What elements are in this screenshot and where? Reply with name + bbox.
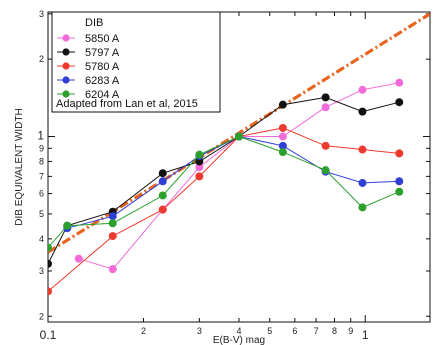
series-4 — [48, 132, 404, 252]
data-point-1-8 — [358, 107, 367, 116]
y-tick-label-3: 5 — [39, 209, 44, 219]
x-tick-label-7: 8 — [332, 326, 337, 336]
legend-label-1: 5797 A — [85, 47, 120, 59]
legend-label-0: 5850 A — [85, 33, 120, 45]
legend-label-3: 6283 A — [85, 75, 120, 87]
data-point-4-6 — [278, 148, 287, 157]
data-point-4-1 — [63, 221, 72, 230]
data-point-3-1 — [108, 212, 117, 221]
data-point-1-9 — [395, 98, 404, 107]
x-tick-label-9: 1 — [362, 328, 369, 342]
data-point-2-2 — [158, 205, 167, 214]
data-point-4-5 — [235, 132, 243, 141]
legend-swatch-4 — [62, 90, 70, 98]
y-tick-label-7: 9 — [39, 143, 44, 153]
data-point-4-3 — [158, 191, 167, 200]
y-tick-label-1: 3 — [39, 266, 44, 276]
data-point-2-6 — [321, 141, 330, 150]
y-tick-label-9: 2 — [39, 54, 44, 64]
data-point-4-8 — [358, 203, 367, 212]
x-tick-label-0: 0.1 — [40, 328, 57, 342]
data-point-1-0 — [48, 259, 52, 268]
y-tick-label-2: 4 — [39, 234, 44, 244]
series-line-1 — [48, 96, 400, 265]
y-axis-label: DIB EQUIVALENT WIDTH — [14, 108, 25, 225]
data-point-0-0 — [74, 254, 83, 263]
data-point-4-4 — [195, 150, 204, 159]
x-tick-label-8: 9 — [348, 326, 353, 336]
x-tick-label-2: 3 — [197, 326, 202, 336]
legend-note: Adapted from Lan et al, 2015 — [56, 98, 198, 110]
legend-title: DIB — [85, 17, 103, 29]
data-point-0-8 — [395, 78, 404, 87]
legend-swatch-1 — [62, 48, 70, 56]
x-tick-label-4: 5 — [267, 326, 272, 336]
data-point-3-5 — [278, 141, 287, 150]
data-point-2-3 — [195, 172, 204, 181]
y-tick-label-0: 2 — [39, 311, 44, 321]
legend: DIB 5850 A 5797 A 5780 A 6283 A 6204 A Adapt… — [51, 11, 221, 113]
data-point-4-0 — [48, 243, 52, 252]
data-point-2-5 — [278, 123, 287, 132]
data-point-4-9 — [395, 187, 404, 196]
y-tick-label-8: 1 — [37, 129, 44, 143]
data-point-1-7 — [321, 93, 330, 102]
y-tick-label-5: 7 — [39, 171, 44, 181]
x-tick-label-5: 6 — [292, 326, 297, 336]
data-point-0-5 — [278, 132, 287, 141]
y-tick-label-6: 8 — [39, 156, 44, 166]
data-point-4-2 — [108, 219, 117, 228]
x-tick-label-6: 7 — [314, 326, 319, 336]
data-point-2-8 — [395, 149, 404, 158]
data-point-2-0 — [48, 287, 52, 296]
data-point-1-3 — [158, 169, 167, 178]
y-tick-label-4: 6 — [39, 189, 44, 199]
series-1 — [48, 93, 404, 268]
y-tick-label-10: 3 — [39, 9, 44, 19]
x-tick-label-1: 2 — [141, 326, 146, 336]
legend-swatch-0 — [62, 34, 70, 42]
data-point-4-7 — [321, 166, 330, 175]
data-point-2-1 — [108, 232, 117, 241]
x-axis-label: E(B-V) mag — [213, 335, 265, 345]
x-tick-label-3: 4 — [236, 326, 241, 336]
data-point-0-1 — [108, 265, 117, 274]
legend-items: 5850 A 5797 A 5780 A 6283 A 6204 A — [57, 33, 120, 101]
data-point-3-8 — [395, 177, 404, 186]
legend-box — [51, 11, 221, 113]
data-point-3-7 — [358, 178, 367, 187]
legend-label-2: 5780 A — [85, 61, 120, 73]
data-point-1-6 — [278, 100, 287, 109]
legend-swatch-3 — [62, 76, 70, 84]
series-line-4 — [48, 135, 400, 248]
axis-ticks — [47, 12, 430, 322]
data-point-3-2 — [158, 177, 167, 186]
series-layer — [48, 78, 404, 296]
data-point-0-7 — [358, 85, 367, 94]
data-point-0-3 — [195, 163, 204, 172]
legend-swatch-2 — [62, 62, 70, 70]
data-point-0-6 — [321, 103, 330, 112]
data-point-2-7 — [358, 145, 367, 154]
legend-label-4: 6204 A — [85, 89, 120, 101]
